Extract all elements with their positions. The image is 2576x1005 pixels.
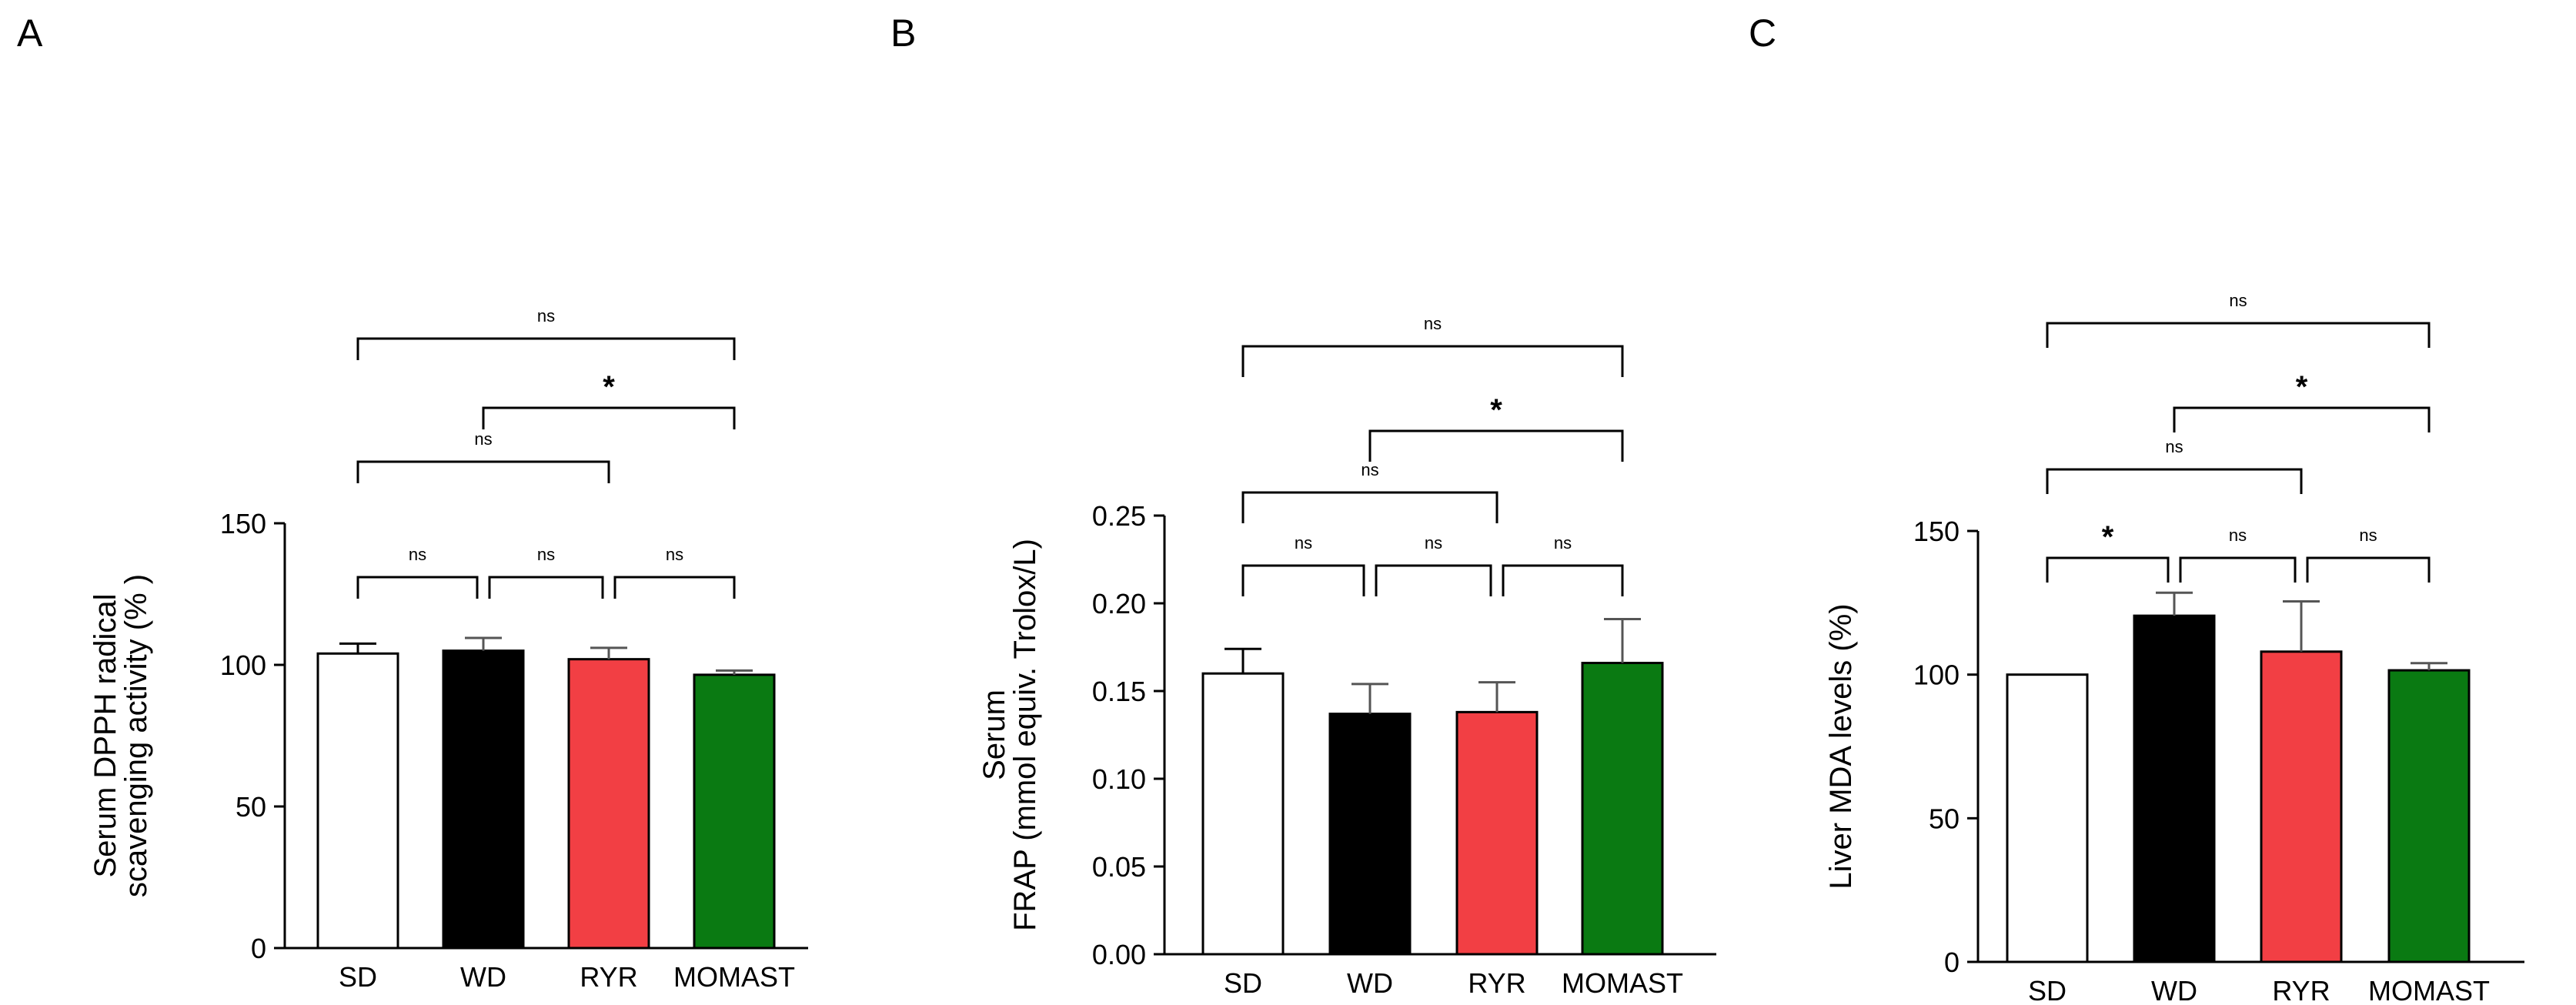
significance-label: ns xyxy=(474,429,492,449)
bar xyxy=(442,649,525,950)
x-tick-label: RYR xyxy=(1468,967,1525,999)
y-tick-label: 50 xyxy=(236,791,266,823)
significance-label: * xyxy=(603,370,615,404)
significance-label: ns xyxy=(1295,533,1312,553)
bar xyxy=(567,658,650,950)
panel-c: C 0 50 100 150 Liver MDA levels (%) SD WD RYR MO… xyxy=(1716,0,2574,1005)
y-tick-label: 0.25 xyxy=(1092,500,1146,532)
significance-bracket xyxy=(2179,556,2297,583)
significance-bracket xyxy=(2173,406,2431,432)
significance-bracket xyxy=(2046,468,2303,494)
y-tick-label: 0.20 xyxy=(1092,588,1146,619)
significance-label: * xyxy=(2296,370,2308,404)
significance-label: ns xyxy=(1554,533,1572,553)
significance-bracket xyxy=(1241,491,1498,523)
significance-label: ns xyxy=(537,545,555,564)
panel-label: A xyxy=(17,12,43,55)
significance-bracket xyxy=(1368,429,1624,462)
x-tick-label: WD xyxy=(460,961,506,993)
x-tick-label: SD xyxy=(2028,975,2066,1005)
significance-bracket xyxy=(2046,322,2431,348)
panel-b: B 0.00 0.05 0.10 0.15 0.20 0.25 Serum FRAP (mmo… xyxy=(858,0,1716,1005)
y-tick-label: 100 xyxy=(220,649,266,681)
x-tick-label: SD xyxy=(339,961,377,993)
significance-bracket xyxy=(613,576,736,599)
x-tick-label: RYR xyxy=(2272,975,2330,1005)
y-tick-label: 150 xyxy=(220,508,266,539)
significance-bracket xyxy=(356,337,736,360)
significance-bracket xyxy=(2046,556,2170,583)
significance-label: ns xyxy=(409,545,426,564)
bar xyxy=(1455,710,1539,956)
bar xyxy=(1581,662,1664,956)
chart-c: 0 50 100 150 Liver MDA levels (%) SD WD RYR MOMA… xyxy=(1824,291,2524,1005)
y-tick-label: 0 xyxy=(251,933,266,964)
significance-label: ns xyxy=(1361,460,1378,479)
x-tick-label: MOMAST xyxy=(673,961,795,993)
bar xyxy=(1328,713,1412,956)
significance-label: ns xyxy=(2229,291,2247,310)
bar xyxy=(1201,672,1285,956)
y-axis-label: Serum xyxy=(977,689,1011,780)
significance-bracket xyxy=(2306,556,2431,583)
y-tick-label: 0 xyxy=(1944,947,1960,978)
significance-bracket xyxy=(482,406,736,429)
panel-label: B xyxy=(890,12,917,55)
significance-label: ns xyxy=(537,306,555,326)
y-tick-label: 100 xyxy=(1913,659,1960,691)
significance-bracket xyxy=(356,460,610,483)
bar xyxy=(2387,669,2471,963)
significance-label: ns xyxy=(1425,533,1442,553)
y-tick-label: 0.05 xyxy=(1092,851,1146,883)
panel-a: A 0 50 100 150 Serum DPPH radical scavenging … xyxy=(0,0,858,1005)
significance-bracket xyxy=(1502,564,1624,596)
significance-label: ns xyxy=(666,545,683,564)
y-tick-label: 50 xyxy=(1929,803,1960,834)
significance-bracket xyxy=(356,576,479,599)
y-tick-label: 0.10 xyxy=(1092,763,1146,795)
bar xyxy=(2260,650,2343,963)
x-tick-label: MOMAST xyxy=(1562,967,1683,999)
significance-label: ns xyxy=(2229,526,2247,545)
y-tick-label: 150 xyxy=(1913,516,1960,547)
y-axis-label: Serum DPPH radical xyxy=(89,593,122,877)
significance-bracket xyxy=(488,576,604,599)
x-tick-label: MOMAST xyxy=(2368,975,2490,1005)
significance-bracket xyxy=(1241,564,1365,596)
significance-label: ns xyxy=(2165,437,2183,456)
bar xyxy=(2006,673,2089,963)
bar xyxy=(2133,614,2216,963)
y-axis-label: scavenging activity (% ) xyxy=(119,574,153,897)
y-axis-label: Liver MDA levels (%) xyxy=(1824,603,1858,889)
x-tick-label: SD xyxy=(1224,967,1262,999)
significance-bracket xyxy=(1241,345,1624,377)
bar xyxy=(693,673,776,950)
x-tick-label: RYR xyxy=(580,961,637,993)
x-tick-label: WD xyxy=(1347,967,1393,999)
significance-label: * xyxy=(1490,393,1502,427)
y-tick-label: 0.00 xyxy=(1092,939,1146,970)
bar xyxy=(316,652,399,950)
y-tick-label: 0.15 xyxy=(1092,676,1146,707)
x-tick-label: WD xyxy=(2151,975,2197,1005)
y-axis-label: FRAP (mmol equiv. Trolox/L) xyxy=(1008,539,1042,931)
panel-label: C xyxy=(1749,12,1777,55)
significance-label: * xyxy=(2102,520,2114,554)
significance-bracket xyxy=(1375,564,1492,596)
significance-label: ns xyxy=(2359,526,2377,545)
significance-label: ns xyxy=(1424,314,1442,333)
